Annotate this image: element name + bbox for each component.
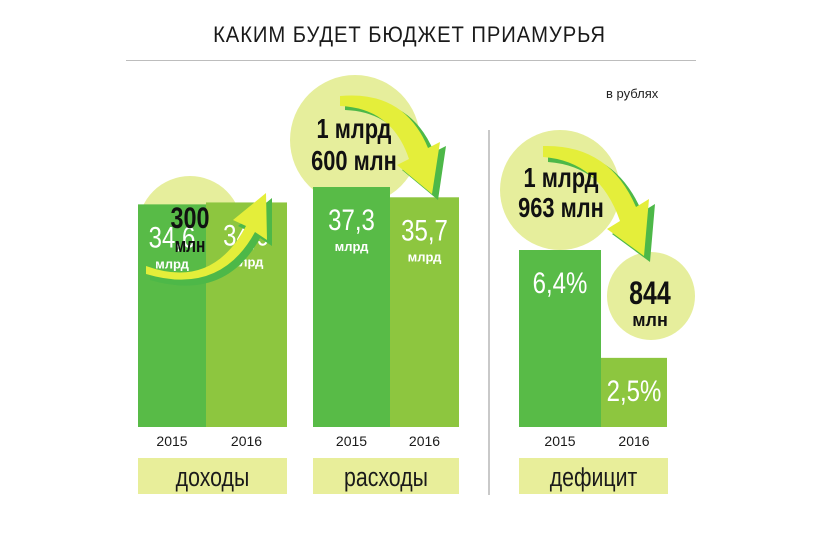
bar-доходы-2015 — [138, 204, 206, 427]
category-label: дефицит — [550, 463, 638, 493]
change-label: 1 млрд — [317, 113, 392, 144]
bar-расходы-2016 — [390, 197, 459, 427]
down-arrow — [543, 145, 649, 256]
category-label: расходы — [344, 463, 428, 493]
change-label: 1 млрд — [524, 162, 599, 193]
year-label: 2016 — [409, 433, 440, 449]
down-arrow — [340, 95, 440, 194]
category-label-bg — [519, 458, 668, 494]
change-bubble — [607, 252, 695, 340]
year-label: 2015 — [544, 433, 575, 449]
value-label: 2,5% — [607, 373, 662, 407]
year-label: 2016 — [618, 433, 649, 449]
chart-title-text: КАКИМ БУДЕТ БЮДЖЕТ ПРИАМУРЬЯ — [213, 22, 607, 47]
value-label: 37,3 — [328, 202, 375, 236]
year-label: 2015 — [336, 433, 367, 449]
value-label: 34,6 — [149, 220, 196, 254]
bar-дефицит-2015 — [519, 250, 601, 427]
change-label: 963 млн — [518, 192, 604, 223]
year-label: 2015 — [156, 433, 187, 449]
change-label: млн — [175, 234, 206, 256]
value-unit-label: млрд — [155, 256, 189, 271]
value-unit-label: млрд — [335, 239, 369, 254]
value-label: 6,4% — [533, 265, 588, 299]
category-label-bg — [138, 458, 287, 494]
change-label: 300 — [170, 201, 209, 234]
chart-title: КАКИМ БУДЕТ БЮДЖЕТ ПРИАМУРЬЯ — [0, 22, 820, 48]
category-label-bg — [313, 458, 459, 494]
category-label: доходы — [176, 463, 250, 493]
change-label: млн — [632, 310, 668, 330]
value-unit-label: млрд — [408, 249, 442, 264]
title-rule — [126, 60, 696, 61]
value-label: 35,7 — [401, 213, 448, 247]
up-arrow — [146, 193, 267, 280]
bar-дефицит-2016 — [601, 357, 667, 427]
unit-note: в рублях — [606, 86, 659, 101]
year-label: 2016 — [231, 433, 262, 449]
bar-расходы-2015 — [313, 187, 390, 427]
change-label: 600 млн — [311, 145, 397, 176]
change-label: 844 — [629, 276, 671, 312]
